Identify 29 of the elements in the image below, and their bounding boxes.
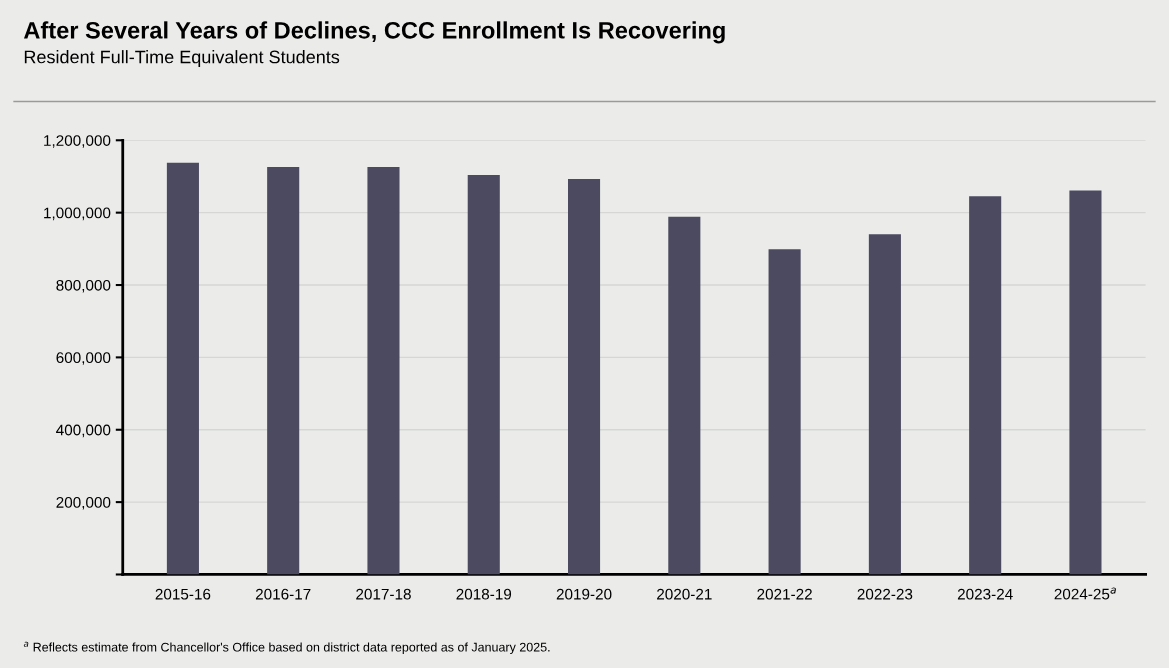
y-tick-label: 400,000 (56, 424, 111, 438)
bar (267, 167, 300, 575)
x-tick-label: 2023-24 (957, 588, 1013, 600)
x-tick-label: 2024-25$^{a}$ (1054, 587, 1116, 600)
chart-title: After Several Years of Declines, CCC Enrollment Is Recovering (23, 21, 725, 44)
bar (768, 249, 801, 575)
x-tick-label: 2020-21 (657, 588, 712, 600)
bar (467, 175, 500, 575)
x-tick-label: 2017-18 (356, 588, 411, 600)
y-tick-label: 1,000,000 (44, 207, 111, 221)
bar (868, 234, 901, 575)
bar (969, 196, 1002, 575)
x-tick-label: 2015-16 (155, 588, 211, 600)
bar (668, 216, 701, 575)
bar (166, 162, 199, 575)
text: $^{a}$ Reflects estimate from Chancellor's Office based on district data reported as of January 2025. (23, 641, 550, 655)
y-tick-label: 1,200,000 (44, 135, 111, 148)
chart-subtitle: Resident Full-Time Equivalent Students (24, 50, 340, 67)
bar (367, 167, 400, 575)
x-tick-label: 2019-20 (556, 588, 612, 600)
y-tick-label: 800,000 (56, 279, 111, 293)
bar (1069, 190, 1102, 575)
x-tick-label: 2022-23 (857, 588, 913, 600)
x-tick-label: 2016-17 (255, 588, 311, 600)
bar (568, 179, 601, 575)
y-tick-label: 200,000 (56, 496, 111, 510)
x-tick-label: 2021-22 (757, 588, 812, 600)
x-tick-label: 2018-19 (456, 588, 512, 600)
y-tick-label: 600,000 (56, 352, 111, 365)
